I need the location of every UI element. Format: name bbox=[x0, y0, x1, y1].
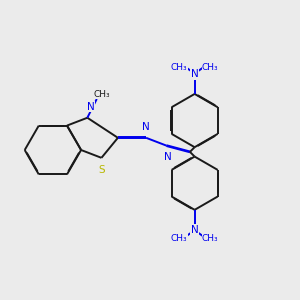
Text: N: N bbox=[191, 225, 199, 235]
Text: N: N bbox=[164, 152, 172, 162]
Text: CH₃: CH₃ bbox=[202, 63, 219, 72]
Text: N: N bbox=[87, 102, 94, 112]
Text: N: N bbox=[191, 69, 199, 79]
Text: CH₃: CH₃ bbox=[171, 233, 187, 242]
Text: CH₃: CH₃ bbox=[202, 233, 219, 242]
Text: S: S bbox=[98, 165, 105, 176]
Text: N: N bbox=[142, 122, 150, 132]
Text: CH₃: CH₃ bbox=[93, 90, 110, 99]
Text: CH₃: CH₃ bbox=[171, 63, 187, 72]
